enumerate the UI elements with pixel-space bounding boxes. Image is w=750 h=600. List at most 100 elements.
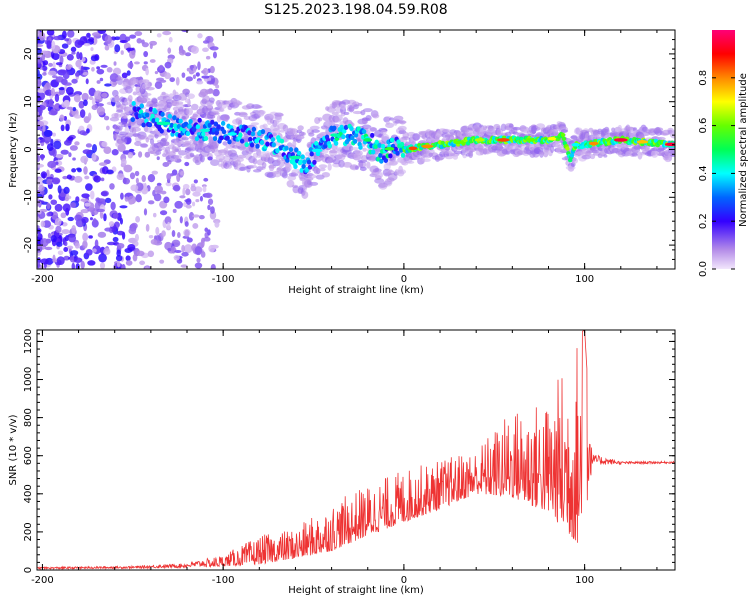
spectrogram-cell [162,30,172,36]
spectrogram-cell [37,230,41,235]
spectrogram-cell [96,208,105,213]
spectrogram-cell [154,81,163,90]
spectrogram-cell [311,129,320,133]
spectrogram-hot-cell [421,144,434,149]
spectrogram-hot-cell [474,138,485,142]
spectrogram-cell [227,139,232,145]
spectrogram-cell [199,155,205,163]
spectrogram-cell [178,49,186,56]
spectrogram-cell [77,168,82,173]
spectrogram-cell [194,246,203,256]
spectrogram-cell [84,175,90,180]
spectrogram-cell [91,98,96,106]
spectrogram-cell [141,97,151,101]
spectrogram-cell [301,132,306,136]
spectrogram-cell [63,82,72,86]
spectrogram-cell [125,47,135,51]
spectrogram-cell [380,129,387,135]
spectrogram-hot-cell [200,128,211,133]
spectrogram-cell [54,203,63,212]
spectrogram-cell [190,103,199,111]
spectrogram-cell [201,75,210,79]
spectrogram-cell [104,83,112,87]
y-tick-label: 10 [23,95,34,108]
spectrogram-cell [388,153,393,159]
spectrogram-cell [362,147,367,152]
spectrogram-cell [190,46,199,54]
x-tick-label: -100 [212,274,235,285]
spectrogram-cell [46,212,52,217]
spectrogram-cell [185,131,191,137]
spectrogram-cell [371,113,380,119]
spectrogram-cell [64,38,69,42]
spectrogram-cell [62,203,71,213]
spectrogram-cell [43,129,53,138]
spectrogram-cell [42,72,47,76]
spectrogram-cell [192,223,199,229]
spectrogram-cell [354,165,360,170]
spectrogram-cell [130,117,135,123]
y-tick-label: 800 [23,408,34,427]
spectrogram-cell [89,217,93,221]
spectrogram-cell [65,123,70,132]
spectrogram-cell [60,124,65,132]
spectrogram-cell [53,35,62,41]
spectrogram-cell [187,93,195,99]
spectrogram-cell [88,37,95,42]
spectrogram-cell [412,133,421,141]
spectrogram-hot-cell [330,133,341,137]
spectrogram-cell [139,260,146,266]
spectrogram-cell [64,99,71,107]
spectrogram-cell [71,78,78,84]
spectrogram-cell [352,110,363,115]
spectrogram-cell [55,62,63,66]
spectrogram-cell [207,122,212,128]
spectrogram-cell [119,205,128,209]
spectrogram-cell [130,184,139,192]
spectrogram-cell [185,204,192,209]
spectrogram-cell [138,79,147,85]
spectrogram-hot-cell [497,138,510,142]
spectrogram-cell [181,244,185,253]
spectrogram-cell [385,122,395,129]
spectrogram-cell [204,89,214,95]
spectrogram-cell [182,187,186,196]
spectrogram-cell [164,216,172,225]
spectrogram-hot-cell [311,148,323,153]
spectrogram-cell [43,60,49,66]
spectrogram-cell [40,220,46,228]
spectrogram-cell [389,117,395,121]
spectrogram-cell [150,113,155,119]
spectrogram-cell [71,262,76,269]
spectrogram-cell [156,182,162,187]
spectrogram-hot-cell [453,140,463,145]
spectrogram-cell [339,103,347,110]
spectrogram-cell [132,91,138,96]
spectrogram-cell [147,174,156,183]
spectrogram-cell [125,255,131,262]
spectrogram-cell [188,118,193,124]
spectrogram-cell [54,218,62,226]
spectrogram-cell [292,140,297,148]
spectrogram-cell [397,169,405,177]
spectrogram-cell [96,68,105,75]
spectrogram-cell [63,255,70,261]
spectrogram-cell [327,163,332,171]
spectrogram-cell [90,55,99,62]
spectrogram-cell [63,246,69,253]
spectrogram-cell [145,67,149,76]
spectrogram-cell [560,132,566,138]
spectrogram-cell [37,36,40,44]
spectrogram-cell [355,150,363,156]
spectrogram-cell [73,257,83,263]
spectrogram-cell [71,168,77,173]
spectrogram-cell [103,247,111,256]
spectrogram-cell [178,92,187,101]
spectrogram-cell [327,143,332,149]
spectrogram-cell [64,241,68,247]
spectrogram-cell [314,141,319,147]
spectrogram-cell [147,122,153,128]
spectrogram-cell [143,92,152,96]
spectrogram-cell [301,163,306,169]
spectrogram-cell [156,33,162,38]
